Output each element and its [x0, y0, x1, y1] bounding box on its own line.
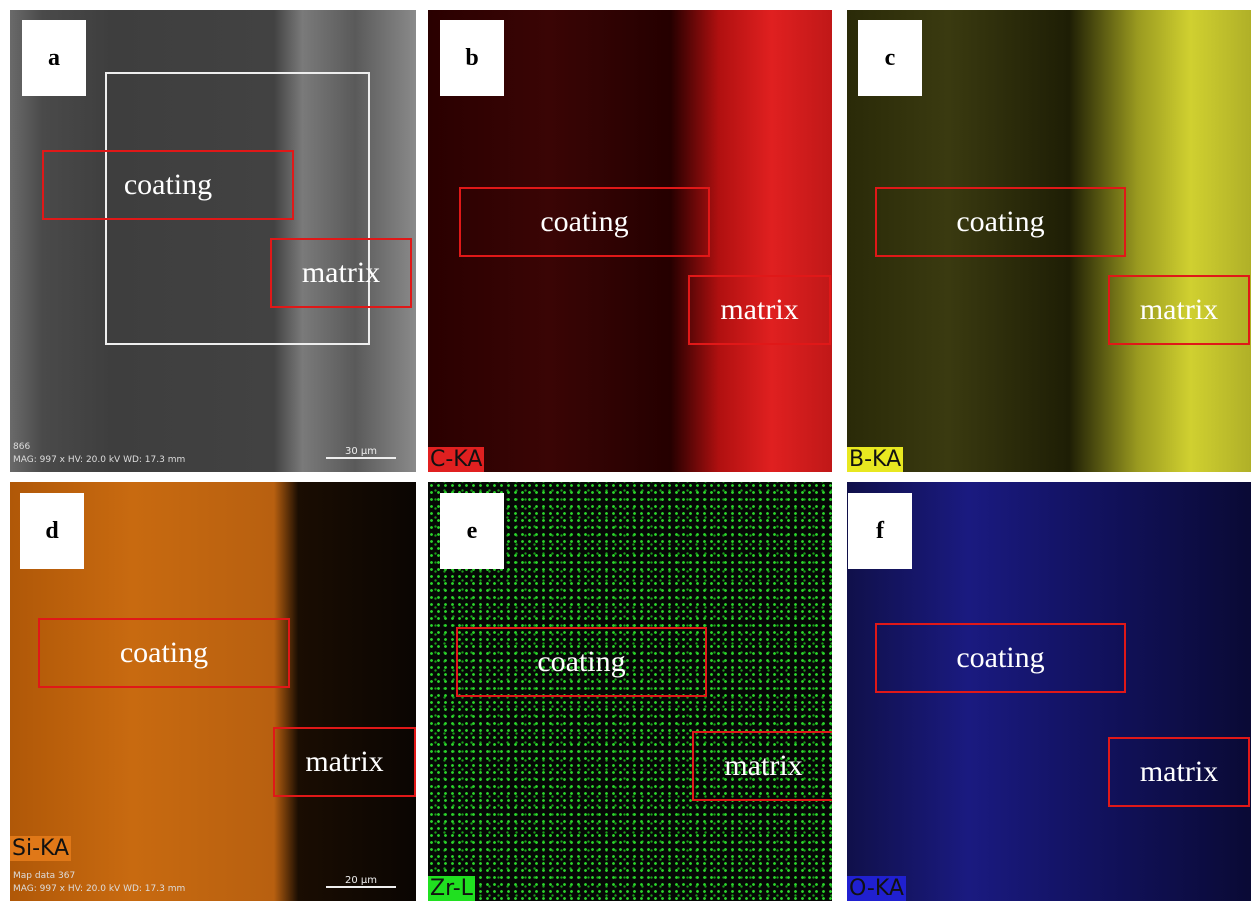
- micrograph-panel: a coating matrix 866 MAG: 997 x HV: 20.0 kV …: [10, 10, 416, 472]
- panel-label: d: [20, 493, 84, 569]
- coating-region: coating: [459, 187, 710, 257]
- element-label: Zr-L: [428, 876, 475, 901]
- panel-label: f: [848, 493, 912, 569]
- element-label: O-KA: [847, 876, 906, 901]
- element-label: B-KA: [847, 447, 903, 472]
- panel-label: e: [440, 493, 504, 569]
- matrix-region: matrix: [1108, 737, 1250, 807]
- scale-bar: 20 μm: [326, 875, 396, 888]
- panel-label: a: [22, 20, 86, 96]
- matrix-region: matrix: [692, 731, 832, 801]
- figure: (() => { const data = JSON.parse(documen…: [0, 0, 1251, 901]
- element-label: Si-KA: [10, 836, 71, 861]
- micrograph-panel: e coating matrix Zr-L: [428, 482, 832, 901]
- coating-region: coating: [38, 618, 290, 688]
- element-label: C-KA: [428, 447, 484, 472]
- image-info: MAG: 997 x HV: 20.0 kV WD: 17.3 mm: [13, 884, 185, 894]
- micrograph-panel: f coating matrix O-KA: [847, 482, 1251, 901]
- matrix-region: matrix: [1108, 275, 1250, 345]
- matrix-region: matrix: [688, 275, 831, 345]
- coating-region: coating: [42, 150, 294, 220]
- scale-bar: 30 μm: [326, 446, 396, 459]
- coating-region: coating: [456, 627, 707, 697]
- matrix-region: matrix: [270, 238, 412, 308]
- micrograph-panel: c coating matrix B-KA: [847, 10, 1251, 472]
- panel-label: c: [858, 20, 922, 96]
- image-info: Map data 367: [13, 871, 75, 881]
- panel-label: b: [440, 20, 504, 96]
- image-info: MAG: 997 x HV: 20.0 kV WD: 17.3 mm: [13, 455, 185, 465]
- coating-region: coating: [875, 187, 1126, 257]
- image-info: 866: [13, 442, 30, 452]
- coating-region: coating: [875, 623, 1126, 693]
- micrograph-panel: d coating matrix Map data 367 MAG: 997 x HV:…: [10, 482, 416, 901]
- matrix-region: matrix: [273, 727, 416, 797]
- micrograph-panel: b coating matrix C-KA: [428, 10, 832, 472]
